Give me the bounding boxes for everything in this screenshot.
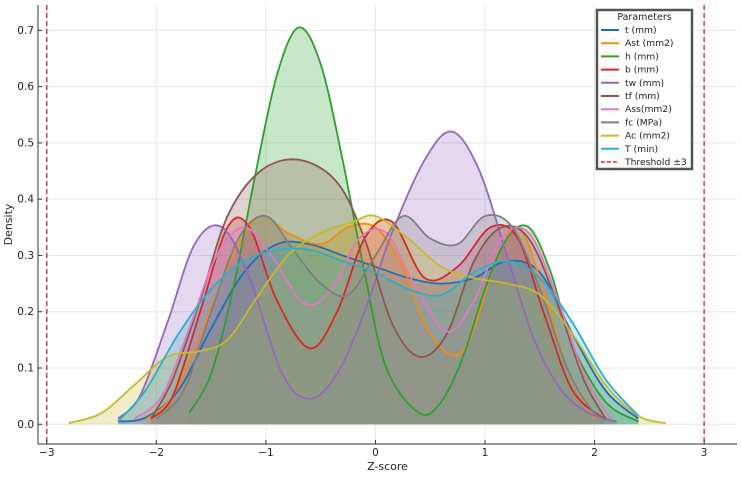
legend-label-t-min: T (min) [624, 144, 658, 155]
density-lines [68, 26, 667, 425]
x-tick-label: −2 [149, 447, 164, 459]
area-ass-mm2 [134, 227, 611, 425]
legend-label-tw-mm: tw (mm) [625, 78, 664, 89]
x-tick-label: 1 [482, 447, 489, 459]
y-tick-label: 0.6 [17, 81, 34, 93]
legend-title: Parameters [617, 12, 671, 23]
legend-label-fc-mpa: fc (MPa) [625, 117, 662, 128]
y-tick-label: 0.4 [17, 194, 34, 206]
legend-label-t-mm: t (mm) [625, 25, 657, 36]
area-t-mm [117, 241, 639, 425]
legend-items: t (mm) Ast (mm2) h (mm) b (mm) tw (mm) tf (mm… [601, 25, 687, 168]
line-t-min [117, 247, 640, 423]
area-ast-mm2 [145, 215, 595, 425]
y-tick-label: 0.7 [17, 25, 34, 37]
area-ac-mm2 [68, 215, 666, 425]
line-ass-mm2 [133, 226, 612, 420]
x-tick-label: −1 [258, 447, 273, 459]
y-tick-label: 0.1 [17, 363, 34, 375]
area-tw-mm [117, 131, 617, 425]
x-tick-label: 0 [372, 447, 379, 459]
x-tick-label: −3 [39, 447, 54, 459]
y-tick-label: 0.3 [17, 250, 34, 262]
legend-label-tf-mm: tf (mm) [625, 91, 660, 102]
legend-label-b-mm: b (mm) [625, 65, 659, 76]
line-ac-mm2 [68, 214, 667, 425]
x-axis-label: Z-score [367, 460, 408, 473]
legend-box [595, 8, 694, 171]
line-fc-mpa [155, 214, 617, 423]
axes [37, 5, 737, 445]
y-tick-label: 0.2 [17, 306, 34, 318]
legend-label-threshold: Threshold ±3 [624, 157, 687, 168]
ticks: −3 −2 −1 0 1 2 3 0.0 0.1 0.2 0.3 0.4 0.5 0.6 0.7 [17, 25, 707, 459]
threshold-lines [46, 5, 705, 444]
density-areas [68, 27, 666, 425]
legend-label-ac-mm2: Ac (mm2) [625, 131, 670, 142]
legend-label-ast-mm2: Ast (mm2) [625, 38, 674, 49]
area-fc-mpa [156, 214, 617, 425]
legend: Parameters t (mm) Ast (mm2) h (mm) b (mm) tw… [595, 8, 694, 171]
area-tf-mm [150, 159, 606, 425]
area-h-mm [189, 27, 639, 425]
legend-label-ass-mm2: Ass(mm2) [625, 104, 672, 115]
y-axis-label: Density [2, 203, 15, 245]
x-tick-label: 2 [591, 447, 598, 459]
y-tick-label: 0.5 [17, 137, 34, 149]
line-tw-mm [117, 130, 617, 423]
x-tick-label: 3 [701, 447, 708, 459]
y-tick-label: 0.0 [17, 419, 34, 431]
line-tf-mm [150, 158, 607, 420]
legend-label-h-mm: h (mm) [625, 51, 659, 62]
